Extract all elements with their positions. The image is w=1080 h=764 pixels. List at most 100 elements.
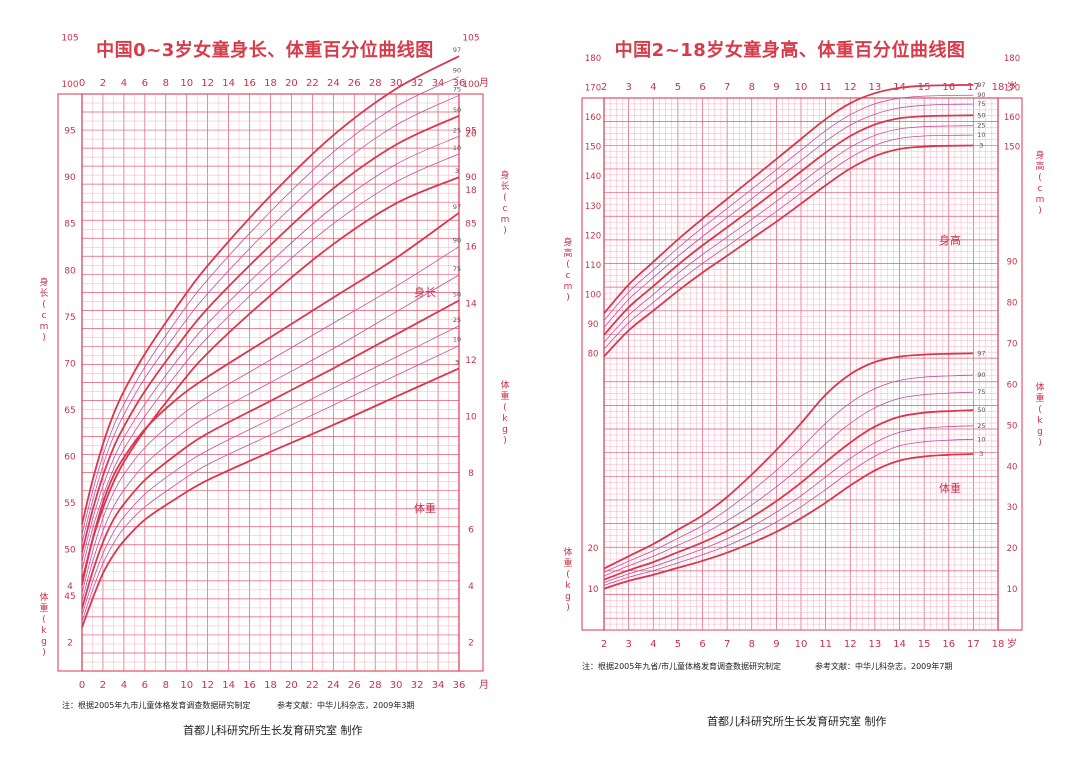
x-tick-top: 18 bbox=[264, 78, 277, 89]
height-pct-label: 10 bbox=[977, 131, 985, 139]
weight-tick-right-child: 20 bbox=[1007, 544, 1018, 554]
length-axis-label-right: ( bbox=[503, 193, 507, 203]
x-tick-top-child: 9 bbox=[773, 82, 779, 93]
grid bbox=[603, 97, 999, 631]
height-pct-label: 75 bbox=[977, 100, 985, 108]
length-axis-label-left: m bbox=[40, 322, 49, 332]
x-tick-bottom-child: 7 bbox=[724, 639, 730, 650]
length-curve-p10 bbox=[81, 153, 460, 570]
height-axis-label-left: 高 bbox=[563, 247, 572, 259]
length-tick-left: 55 bbox=[64, 499, 75, 509]
note-left-ref: 参考文献：中华儿科杂志，2009年3期 bbox=[277, 701, 415, 710]
weight-tick-right: 2 bbox=[468, 639, 474, 649]
length-axis-label-left: ) bbox=[42, 333, 46, 343]
weight-pct-label: 25 bbox=[453, 316, 461, 324]
weight-curve-p75 bbox=[81, 274, 460, 602]
footer-right: 首都儿科研究所生长发育研究室 制作 bbox=[707, 715, 887, 728]
weight-tick-right-child: 50 bbox=[1007, 421, 1018, 431]
weight-axis-label-right-child: 体 bbox=[1035, 381, 1044, 393]
x-tick-bottom: 2 bbox=[100, 680, 106, 691]
weight-curve-label: 体重 bbox=[414, 501, 436, 515]
height-tick-right: 160 bbox=[1004, 113, 1020, 123]
weight-tick-right: 18 bbox=[465, 186, 477, 196]
height-tick-left: 120 bbox=[585, 231, 601, 241]
weight-pct-label-child: 97 bbox=[977, 349, 985, 357]
x-tick-top-child: 10 bbox=[795, 82, 808, 93]
height-tick-left: 110 bbox=[585, 261, 601, 271]
height-tick-left: 130 bbox=[585, 202, 601, 212]
weight-curve-child-p50 bbox=[603, 409, 974, 581]
length-tick-right: 105 bbox=[462, 34, 479, 44]
weight-pct-label-child: 10 bbox=[977, 435, 985, 443]
x-tick-top-child: 4 bbox=[650, 82, 656, 93]
length-tick-right: 85 bbox=[465, 220, 476, 230]
height-curve-p25 bbox=[603, 125, 974, 343]
x-tick-top-child: 18 bbox=[992, 82, 1005, 93]
height-curve-p50 bbox=[603, 114, 974, 336]
length-curve-p90 bbox=[81, 76, 460, 535]
chart-title-child: 中国2~18岁女童身高、体重百分位曲线图 bbox=[614, 40, 966, 61]
x-tick-top: 14 bbox=[222, 78, 235, 89]
height-tick-left: 150 bbox=[585, 143, 601, 153]
weight-curve-child-p25 bbox=[603, 425, 974, 583]
height-tick-left: 180 bbox=[585, 54, 601, 64]
weight-pct-label: 90 bbox=[453, 237, 461, 245]
x-tick-top: 36 bbox=[453, 78, 466, 89]
weight-tick-left: 4 bbox=[67, 582, 73, 592]
weight-axis-label-left: ( bbox=[42, 615, 46, 625]
length-curve-p3 bbox=[81, 176, 460, 582]
weight-axis-label-left-child: 重 bbox=[563, 557, 572, 569]
weight-tick-right-child: 90 bbox=[1007, 258, 1018, 268]
x-tick-bottom: 28 bbox=[369, 680, 382, 691]
x-unit-bottom: 月 bbox=[479, 679, 489, 691]
length-curve-p97 bbox=[81, 55, 460, 525]
weight-axis-label-right-child: g bbox=[1037, 427, 1043, 437]
grid bbox=[81, 93, 460, 672]
height-axis-label-right: 身 bbox=[1035, 149, 1044, 161]
weight-pct-label: 75 bbox=[453, 265, 461, 273]
x-tick-bottom-child: 18 bbox=[992, 639, 1005, 650]
weight-pct-label: 50 bbox=[453, 290, 461, 298]
weight-tick-right: 8 bbox=[468, 469, 474, 479]
height-pct-label: 50 bbox=[977, 111, 985, 119]
x-unit-top-child: 岁 bbox=[1007, 80, 1017, 93]
height-tick-left: 80 bbox=[588, 350, 599, 360]
x-tick-bottom: 4 bbox=[121, 680, 127, 691]
weight-pct-label: 97 bbox=[453, 203, 461, 211]
x-tick-bottom: 12 bbox=[201, 680, 214, 691]
x-tick-top-child: 13 bbox=[869, 82, 882, 93]
height-axis-label-right: ( bbox=[1038, 173, 1042, 183]
weight-axis-label-left: k bbox=[41, 626, 47, 636]
length-tick-left: 85 bbox=[64, 220, 75, 230]
height-curve-label: 身高 bbox=[939, 233, 961, 247]
x-tick-top: 26 bbox=[348, 78, 361, 89]
x-tick-bottom: 34 bbox=[432, 680, 445, 691]
length-tick-right: 90 bbox=[465, 173, 477, 183]
weight-tick-right: 20 bbox=[465, 130, 477, 140]
weight-tick-right: 14 bbox=[465, 299, 477, 309]
x-tick-top: 12 bbox=[201, 78, 214, 89]
length-tick-left: 60 bbox=[64, 452, 76, 462]
height-tick-left: 170 bbox=[585, 84, 601, 94]
height-tick-left: 100 bbox=[585, 290, 601, 300]
x-tick-bottom: 0 bbox=[79, 680, 85, 691]
weight-axis-label-right-child: k bbox=[1037, 416, 1043, 426]
height-axis-label-left: 身 bbox=[563, 236, 572, 248]
x-tick-bottom-child: 13 bbox=[869, 639, 882, 650]
weight-tick-right: 12 bbox=[465, 356, 476, 366]
x-tick-top: 16 bbox=[243, 78, 256, 89]
height-pct-label: 90 bbox=[977, 91, 985, 99]
x-tick-top: 34 bbox=[432, 78, 445, 89]
x-tick-bottom-child: 8 bbox=[749, 639, 755, 650]
height-tick-right: 170 bbox=[1004, 84, 1020, 94]
x-tick-top: 24 bbox=[327, 78, 340, 89]
length-curve-p75 bbox=[81, 94, 460, 544]
x-tick-top-child: 6 bbox=[699, 82, 705, 93]
height-pct-label: 3 bbox=[979, 141, 983, 149]
x-tick-bottom: 30 bbox=[390, 680, 403, 691]
x-tick-top: 32 bbox=[411, 78, 424, 89]
length-tick-left: 80 bbox=[64, 266, 76, 276]
note-left: 注：根据2005年九市儿童体格发育调查数据研究制定 bbox=[62, 701, 251, 710]
length-pct-label: 25 bbox=[453, 126, 461, 134]
